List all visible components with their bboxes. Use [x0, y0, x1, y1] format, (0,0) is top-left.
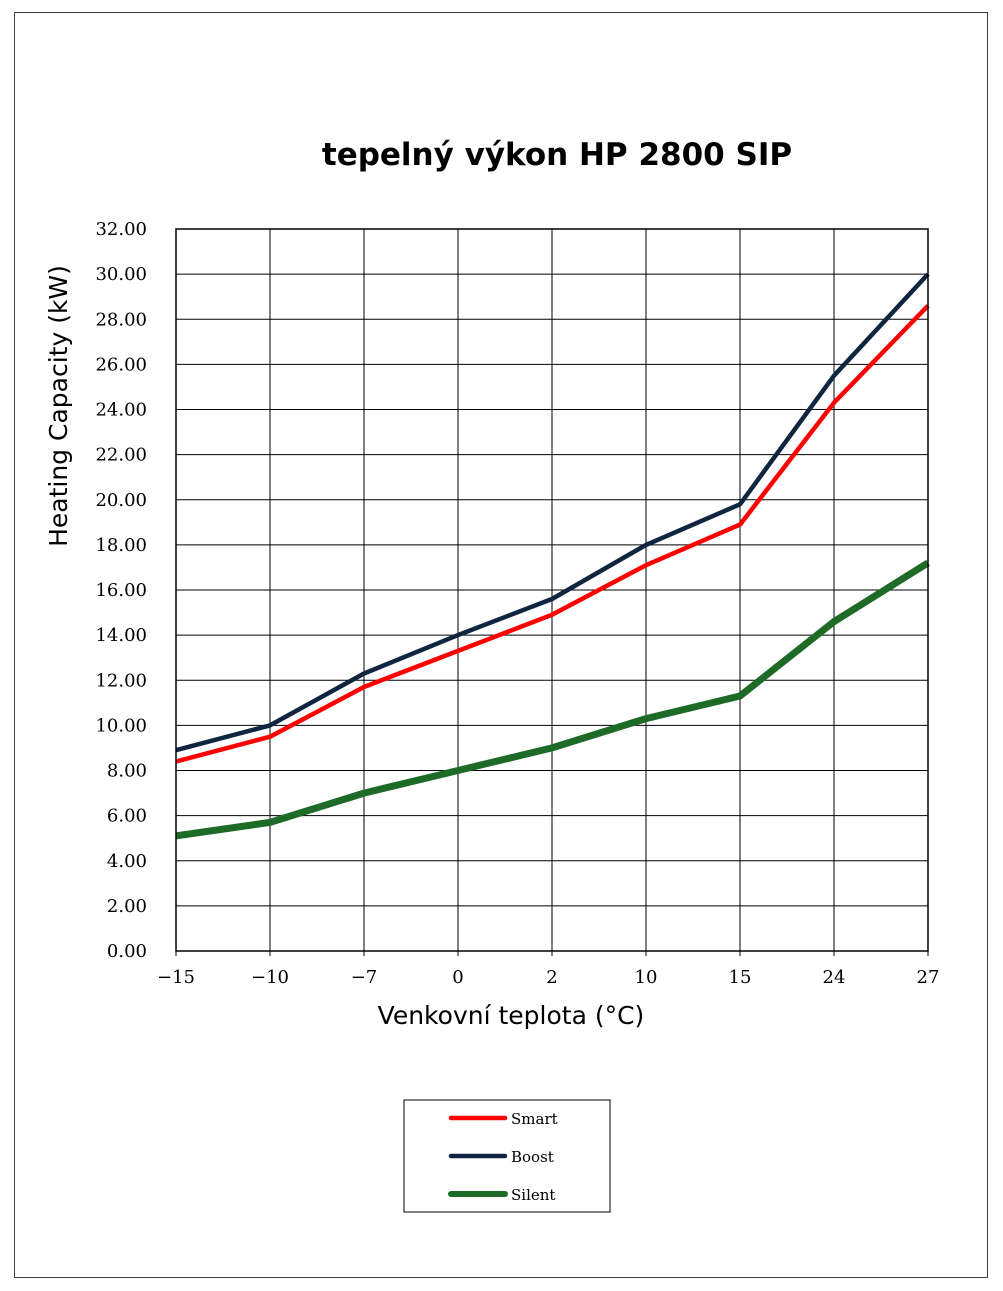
x-tick-label: 2: [546, 967, 557, 988]
y-tick-label: 24.00: [95, 400, 147, 421]
series-line-silent: [175, 559, 930, 840]
series-line-smart: [175, 304, 930, 764]
y-tick-label: 2.00: [107, 896, 147, 917]
series-line-boost: [175, 272, 930, 753]
series-lines: [175, 272, 930, 840]
y-tick-label: 26.00: [95, 354, 147, 375]
x-tick-label: 0: [452, 967, 463, 988]
y-tick-label: 22.00: [95, 445, 147, 466]
chart-title: tepelný výkon HP 2800 SIP: [322, 137, 792, 173]
y-tick-labels: 0.00 2.00 4.00 6.00 8.00 10.00 12.00 14.00 16.00…: [95, 219, 147, 962]
legend-label-silent: Silent: [511, 1186, 555, 1204]
y-tick-label: 20.00: [95, 490, 147, 511]
y-tick-label: 10.00: [95, 715, 147, 736]
x-tick-label: 27: [917, 967, 940, 988]
y-tick-label: 30.00: [95, 264, 147, 285]
y-tick-label: 0.00: [107, 941, 147, 962]
y-tick-label: 6.00: [107, 806, 147, 827]
x-tick-label: 24: [823, 967, 846, 988]
legend: Smart Boost Silent: [403, 1099, 611, 1213]
legend-label-smart: Smart: [511, 1110, 558, 1128]
y-tick-label: 12.00: [95, 670, 147, 691]
x-tick-label: −15: [157, 967, 195, 988]
y-tick-label: 32.00: [95, 219, 147, 240]
x-tick-labels: −15 −10 −7 0 2 10 15 24 27: [157, 967, 939, 988]
y-tick-label: 16.00: [95, 580, 147, 601]
plot-border: [175, 228, 929, 952]
y-tick-label: 14.00: [95, 625, 147, 646]
y-axis-title: Heating Capacity (kW): [44, 265, 73, 547]
x-tick-label: 10: [635, 967, 658, 988]
x-tick-label: −7: [351, 967, 378, 988]
y-tick-label: 18.00: [95, 535, 147, 556]
x-axis-title: Venkovní teplota (°C): [378, 1001, 645, 1030]
grid: [175, 228, 929, 956]
y-tick-label: 4.00: [107, 851, 147, 872]
chart-frame: [14, 12, 988, 1278]
legend-label-boost: Boost: [511, 1148, 554, 1166]
y-tick-label: 8.00: [107, 761, 147, 782]
x-tick-label: 15: [729, 967, 752, 988]
y-tick-label: 28.00: [95, 309, 147, 330]
x-tick-label: −10: [251, 967, 289, 988]
